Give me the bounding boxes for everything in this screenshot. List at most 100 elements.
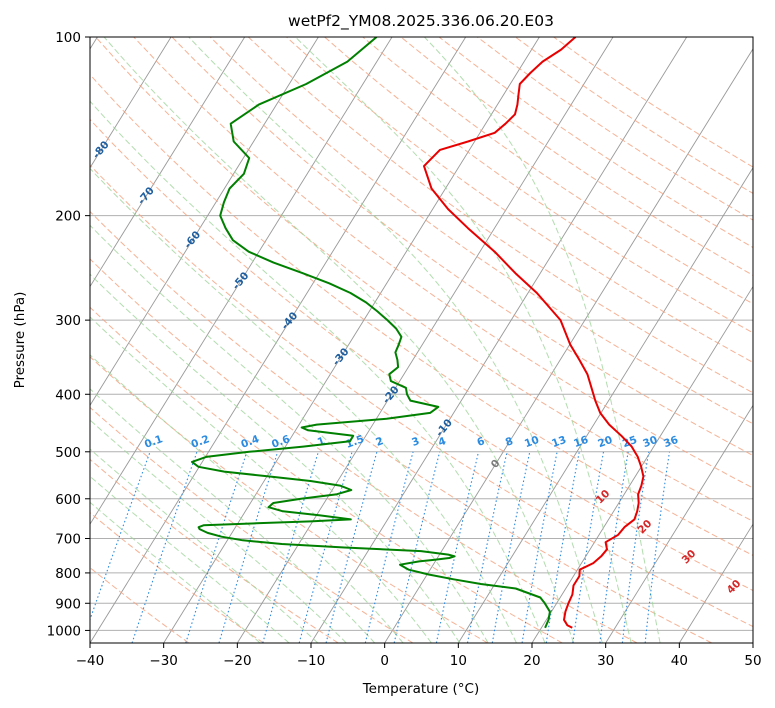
isotherm-line (90, 37, 246, 288)
mixing-ratio-line (218, 451, 279, 643)
moist-adiabat-line (90, 475, 290, 643)
dry-adiabat-line (324, 37, 753, 334)
dry-adiabat-line (90, 118, 753, 592)
dry-adiabat-line (90, 164, 753, 628)
x-tick-label: −30 (149, 653, 178, 669)
dry-adiabat-line (90, 210, 712, 643)
mixing-ratio-label: 10 (523, 434, 541, 450)
isotherm-line (236, 37, 614, 643)
dry-adiabat-line (247, 37, 753, 394)
mixing-ratio-line (185, 451, 248, 643)
x-axis: −40 −30 −20 −10 0 10 20 30 40 50 (76, 643, 762, 669)
background-lines (90, 37, 753, 643)
y-tick-label: 500 (55, 445, 81, 461)
mixing-ratio-line (364, 451, 414, 643)
x-tick-label: 50 (744, 653, 761, 669)
mixing-ratio-label: 36 (662, 434, 680, 450)
mixing-ratio-label: 0.1 (143, 433, 165, 451)
x-tick-label: −10 (297, 653, 326, 669)
mixing-ratio-line (298, 451, 353, 643)
x-tick-label: 20 (523, 653, 540, 669)
moist-adiabat-line (90, 354, 404, 643)
temperature-profile-line (423, 37, 645, 629)
mixing-ratio-line (325, 451, 378, 643)
isotherm-line (457, 166, 753, 643)
dry-adiabat-line (90, 458, 339, 643)
moist-adiabat-line (90, 388, 376, 643)
dewpoint-profile-line (191, 37, 551, 629)
y-tick-label: 1000 (47, 623, 81, 639)
mixing-ratio-label: 6 (475, 435, 486, 449)
mixing-ratio-label: 1 (316, 435, 327, 449)
mixing-ratio-line (435, 451, 480, 643)
x-tick-label: 10 (450, 653, 467, 669)
y-axis-label: Pressure (hPa) (12, 292, 28, 389)
y-tick-label: 200 (55, 209, 81, 225)
isotherm-line (531, 285, 753, 643)
dry-adiabat-line (90, 512, 264, 643)
moist-adiabat-line (90, 100, 546, 643)
y-tick-label: 300 (55, 313, 81, 329)
x-tick-label: −20 (223, 653, 252, 669)
dry-adiabat-line (90, 356, 488, 643)
moist-adiabat-line (90, 448, 319, 643)
isotherm-line (384, 48, 753, 643)
y-tick-label: 900 (55, 596, 81, 612)
mixing-ratio-label: 2 (374, 435, 385, 449)
isotherm-line (90, 37, 319, 407)
series-lines (191, 37, 645, 629)
moist-adiabat-line (424, 37, 661, 643)
plot-frame (89, 36, 754, 644)
mixing-ratio-line (262, 451, 319, 643)
moist-adiabat-line (90, 167, 517, 643)
dry-adiabat-line (95, 37, 753, 522)
mixing-ratio-line (393, 451, 441, 643)
isotherm-line (605, 404, 753, 643)
y-tick-label: 100 (55, 30, 81, 46)
dry-adiabat-line (90, 406, 414, 643)
x-tick-label: 40 (671, 653, 688, 669)
x-axis-label: Temperature (°C) (362, 681, 480, 697)
x-tick-label: −40 (76, 653, 105, 669)
y-tick-label: 600 (55, 492, 81, 508)
mixing-ratio-label: 30 (641, 434, 659, 450)
mixing-ratio-label: 3 (410, 435, 421, 449)
isotherm-line (90, 37, 172, 169)
dry-adiabat-line (90, 73, 753, 557)
mixing-ratio-label: 4 (437, 435, 448, 449)
mixing-ratio-label: 0.6 (270, 433, 292, 451)
moist-adiabat-line (294, 37, 632, 643)
mixing-ratio-label: 0.2 (190, 433, 212, 451)
mixing-ratio-label: 20 (596, 434, 614, 450)
moist-adiabat-line (188, 37, 603, 643)
mixing-ratio-label: 8 (504, 435, 515, 449)
chart-title: wetPf2_YM08.2025.336.06.20.E03 (288, 12, 554, 31)
moist-adiabat-line (90, 273, 461, 643)
x-tick-label: 30 (597, 653, 614, 669)
y-tick-label: 700 (55, 532, 81, 548)
mixing-ratio-line (599, 451, 629, 643)
isotherm-line (90, 37, 393, 526)
mixing-ratio-label: 0.4 (239, 433, 261, 451)
moist-adiabat-line (90, 419, 347, 643)
y-tick-label: 400 (55, 387, 81, 403)
dry-adiabat-line (171, 37, 753, 457)
y-axis: 100 200 300 400 500 600 700 800 900 1000 (47, 30, 90, 639)
dry-adiabat-line (362, 37, 753, 305)
mixing-ratio-line (644, 451, 671, 643)
moist-adiabat-line (90, 224, 489, 643)
dry-adiabat-line (90, 306, 563, 643)
isotherm-line (90, 37, 467, 643)
moist-adiabat-line (90, 501, 261, 643)
mixing-ratio-line (621, 451, 650, 643)
moist-adiabat-line (103, 37, 575, 643)
x-tick-label: 0 (380, 653, 389, 669)
isotherm-line (678, 523, 753, 643)
y-tick-label: 800 (55, 566, 81, 582)
mixing-ratio-label: 1.5 (344, 433, 366, 451)
mixing-ratio-line (131, 451, 198, 643)
mixing-ratio-label: 13 (550, 434, 568, 450)
mixing-ratio-label: 25 (621, 434, 639, 450)
